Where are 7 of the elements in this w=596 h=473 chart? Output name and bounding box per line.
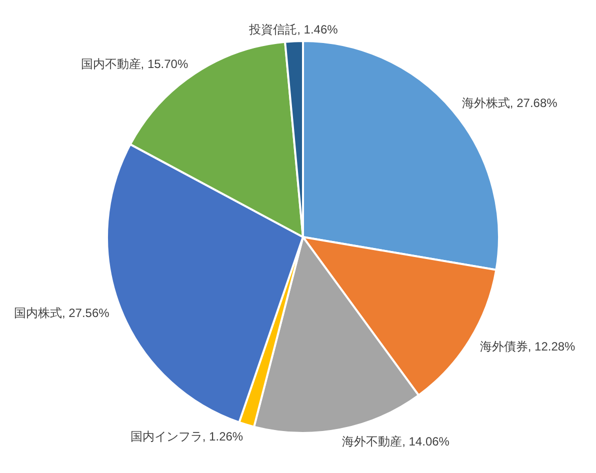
slice-label: 投資信託, 1.46% xyxy=(248,22,338,36)
slice-label: 国内株式, 27.56% xyxy=(14,306,110,320)
slice-label: 海外株式, 27.68% xyxy=(462,96,558,110)
slice-label: 国内インフラ, 1.26% xyxy=(130,429,244,444)
slice-label: 海外不動産, 14.06% xyxy=(342,434,450,448)
slice-label: 国内不動産, 15.70% xyxy=(80,56,188,71)
slice-label: 海外債券, 12.28% xyxy=(480,340,576,354)
